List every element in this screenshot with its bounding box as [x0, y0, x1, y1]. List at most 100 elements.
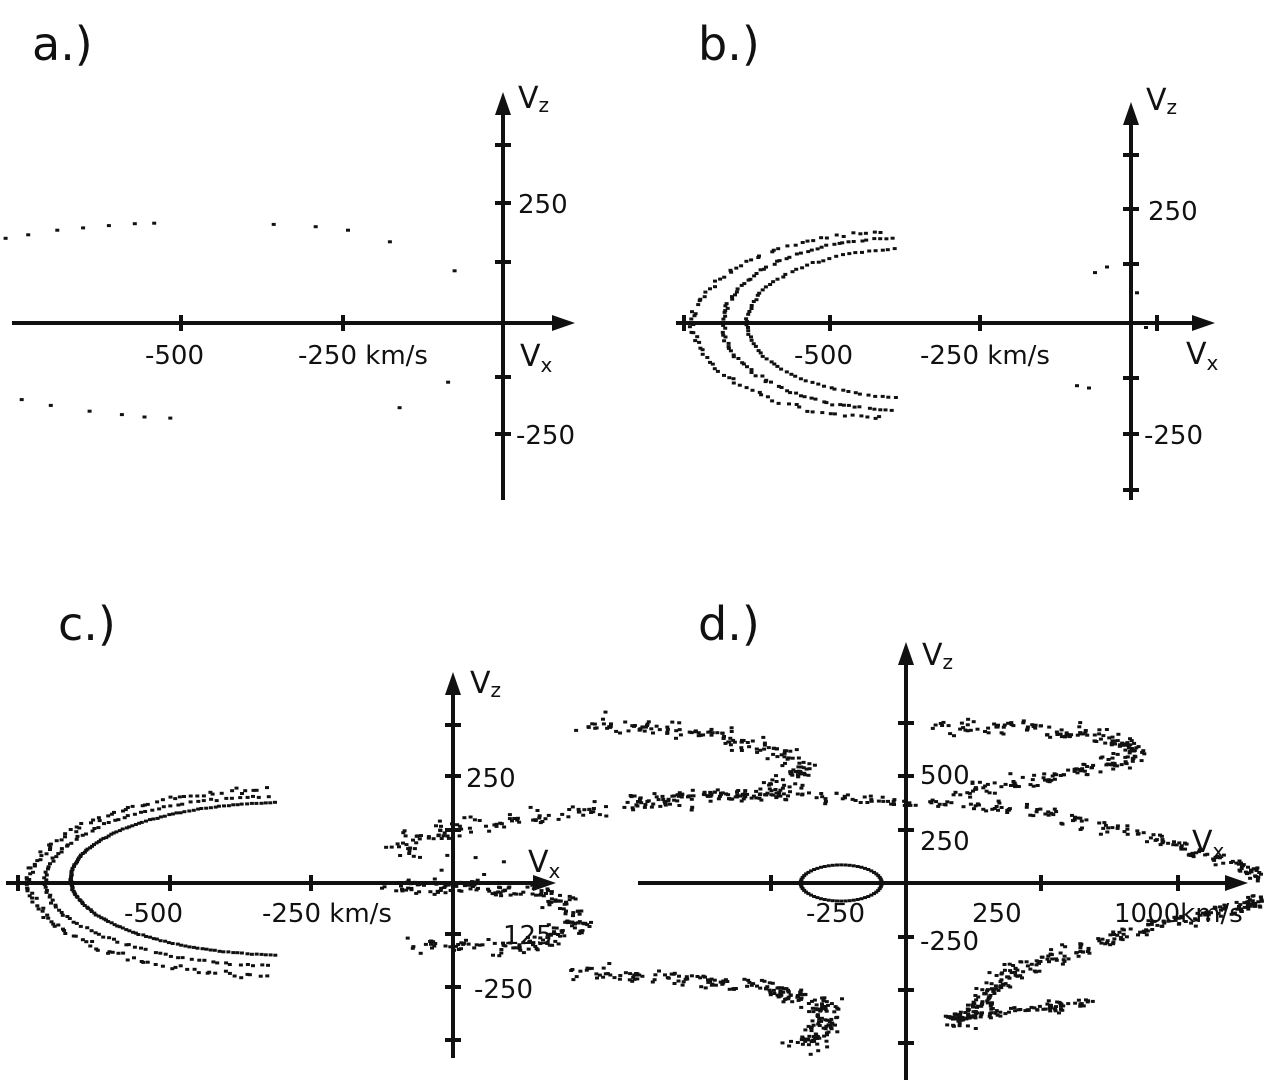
- scatter-point: [554, 926, 559, 930]
- scatter-point: [84, 940, 89, 944]
- scatter-point: [215, 961, 220, 965]
- scatter-point: [695, 335, 700, 339]
- scatter-point: [1048, 735, 1053, 739]
- scatter-point: [800, 875, 805, 879]
- scatter-point: [245, 972, 250, 976]
- scatter-point: [806, 892, 811, 896]
- scatter-point: [501, 943, 506, 947]
- scatter-point: [992, 992, 997, 995]
- scatter-point: [1038, 960, 1043, 963]
- scatter-point: [823, 800, 828, 803]
- scatter-point: [76, 856, 81, 860]
- scatter-point: [957, 1021, 962, 1025]
- scatter-point: [784, 257, 789, 261]
- scatter-point: [782, 987, 787, 991]
- scatter-point: [499, 951, 504, 955]
- scatter-point: [1257, 871, 1262, 874]
- scatter-point: [699, 985, 704, 989]
- scatter-point: [1140, 750, 1145, 754]
- scatter-point: [651, 731, 655, 735]
- scatter-point: [167, 813, 172, 817]
- scatter-point: [708, 360, 712, 364]
- scatter-point: [997, 801, 1002, 805]
- scatter-point: [455, 823, 460, 827]
- scatter-point: [818, 1008, 823, 1012]
- scatter-point: [712, 978, 717, 982]
- scatter-point: [983, 784, 988, 788]
- scatter-point: [214, 799, 219, 803]
- scatter-point: [860, 239, 865, 243]
- scatter-point: [678, 733, 683, 737]
- scatter-point: [1046, 813, 1051, 817]
- scatter-point: [26, 233, 31, 237]
- scatter-point: [1018, 974, 1023, 978]
- scatter-point: [1125, 755, 1130, 759]
- scatter-point: [121, 951, 126, 955]
- scatter-point: [1078, 950, 1083, 953]
- scatter-point: [817, 1020, 821, 1024]
- scatter-point: [601, 717, 605, 721]
- scatter-point: [1240, 864, 1244, 868]
- panel-b-ylabel: Vz: [1146, 83, 1177, 119]
- scatter-point: [770, 778, 775, 782]
- scatter-point: [457, 834, 462, 838]
- scatter-point: [690, 310, 694, 314]
- scatter-point: [721, 317, 726, 321]
- scatter-point: [878, 408, 883, 412]
- scatter-point: [1125, 832, 1130, 836]
- scatter-point: [36, 907, 41, 911]
- scatter-point: [880, 394, 885, 398]
- scatter-point: [1242, 905, 1247, 909]
- scatter-point: [731, 377, 736, 381]
- scatter-point: [1131, 749, 1136, 753]
- scatter-point: [1105, 265, 1109, 269]
- scatter-point: [715, 731, 720, 735]
- scatter-point: [718, 980, 723, 984]
- scatter-point: [764, 357, 769, 361]
- scatter-point: [180, 956, 185, 960]
- scatter-point: [991, 989, 996, 993]
- scatter-point: [815, 247, 820, 251]
- scatter-point: [446, 836, 451, 840]
- scatter-point: [175, 942, 180, 946]
- scatter-point: [417, 890, 422, 894]
- scatter-point: [40, 909, 45, 913]
- scatter-point: [820, 1006, 824, 1010]
- scatter-point: [130, 824, 135, 828]
- scatter-point: [491, 953, 495, 957]
- scatter-point: [271, 222, 276, 226]
- scatter-point: [96, 932, 101, 936]
- scatter-point: [38, 858, 43, 862]
- scatter-point: [46, 916, 51, 920]
- scatter-point: [1055, 733, 1060, 736]
- scatter-point: [414, 841, 419, 845]
- scatter-point: [1001, 983, 1006, 987]
- scatter-point: [817, 1036, 822, 1040]
- scatter-point: [819, 1019, 824, 1023]
- scatter-point: [807, 762, 812, 766]
- scatter-point: [160, 964, 165, 968]
- scatter-point: [1073, 1001, 1078, 1005]
- scatter-point: [1141, 749, 1146, 753]
- scatter-point: [869, 869, 874, 873]
- scatter-point: [1178, 916, 1183, 920]
- scatter-point: [245, 795, 250, 799]
- scatter-point: [970, 1003, 975, 1007]
- scatter-point: [757, 796, 762, 800]
- scatter-point: [781, 275, 786, 279]
- scatter-point: [213, 971, 218, 975]
- scatter-point: [1180, 915, 1185, 918]
- scatter-point: [807, 1034, 812, 1038]
- scatter-point: [788, 391, 793, 395]
- scatter-point: [127, 929, 132, 933]
- scatter-point: [1177, 841, 1182, 845]
- scatter-point: [1246, 907, 1251, 911]
- scatter-point: [217, 804, 221, 808]
- scatter-point: [567, 898, 572, 902]
- scatter-point: [1119, 763, 1124, 767]
- scatter-point: [65, 915, 70, 918]
- scatter-point: [968, 802, 973, 806]
- scatter-point: [853, 391, 858, 395]
- scatter-point: [439, 837, 444, 840]
- scatter-point: [1148, 836, 1153, 840]
